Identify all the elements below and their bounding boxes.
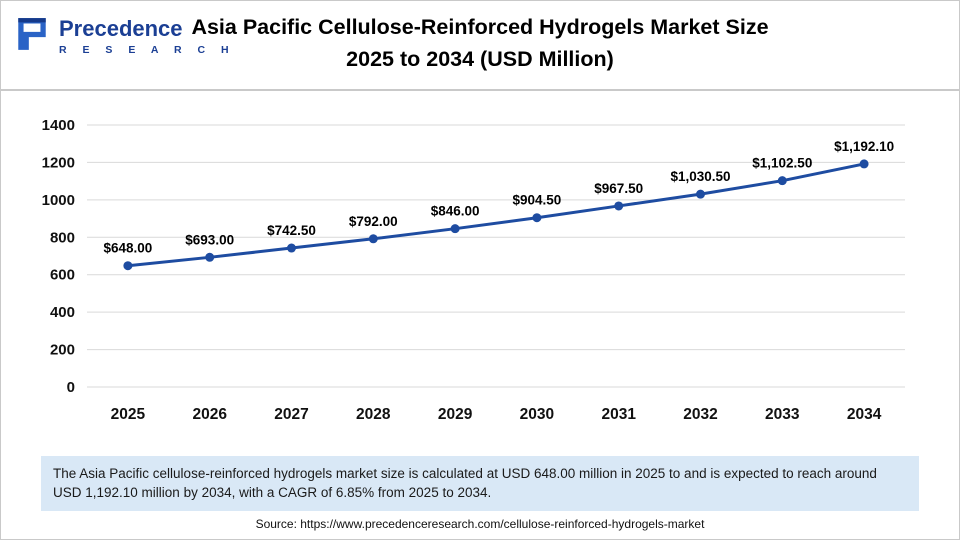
svg-text:1000: 1000 [42, 192, 75, 209]
svg-text:800: 800 [50, 229, 75, 246]
header: Precedence R E S E A R C H Asia Pacific … [1, 1, 959, 91]
svg-text:$742.50: $742.50 [267, 223, 316, 238]
svg-text:2025: 2025 [111, 406, 146, 423]
logo-sub-text: R E S E A R C H [59, 43, 236, 56]
svg-text:2027: 2027 [274, 406, 308, 423]
svg-text:1200: 1200 [42, 154, 75, 171]
svg-text:0: 0 [67, 379, 75, 396]
svg-text:200: 200 [50, 342, 75, 359]
svg-text:400: 400 [50, 304, 75, 321]
svg-text:2031: 2031 [601, 406, 636, 423]
svg-text:2026: 2026 [192, 406, 227, 423]
svg-text:$1,030.50: $1,030.50 [670, 169, 730, 184]
market-size-line-chart: 0 200 400 600 800 1000 1200 1400 2025 2026 2027 202… [42, 117, 905, 423]
chart-area: 0 200 400 600 800 1000 1200 1400 2025 2026 2027 202… [1, 91, 959, 454]
svg-text:2034: 2034 [847, 406, 882, 423]
svg-text:2033: 2033 [765, 406, 800, 423]
precedence-logo-icon [13, 15, 51, 58]
summary-note: The Asia Pacific cellulose-reinforced hy… [41, 455, 919, 511]
svg-text:2030: 2030 [520, 406, 554, 423]
svg-text:$846.00: $846.00 [431, 204, 480, 219]
source-link[interactable]: Source: https://www.precedenceresearch.c… [255, 517, 705, 531]
svg-text:$967.50: $967.50 [594, 181, 643, 196]
svg-text:$693.00: $693.00 [185, 232, 234, 247]
svg-text:$1,102.50: $1,102.50 [752, 156, 812, 171]
logo-text: Precedence R E S E A R C H [59, 17, 235, 55]
svg-text:2028: 2028 [356, 406, 391, 423]
page-title: Asia Pacific Cellulose-Reinforced Hydrog… [191, 15, 769, 72]
svg-text:$904.50: $904.50 [512, 193, 561, 208]
svg-text:2029: 2029 [438, 406, 473, 423]
precedence-logo[interactable]: Precedence R E S E A R C H [13, 15, 235, 58]
svg-text:$648.00: $648.00 [103, 241, 152, 256]
svg-text:600: 600 [50, 267, 75, 284]
svg-text:1400: 1400 [42, 117, 75, 134]
svg-text:$1,192.10: $1,192.10 [834, 139, 894, 154]
logo-brand-text: Precedence [59, 16, 183, 42]
svg-text:$792.00: $792.00 [349, 214, 398, 229]
svg-text:2032: 2032 [683, 406, 717, 423]
